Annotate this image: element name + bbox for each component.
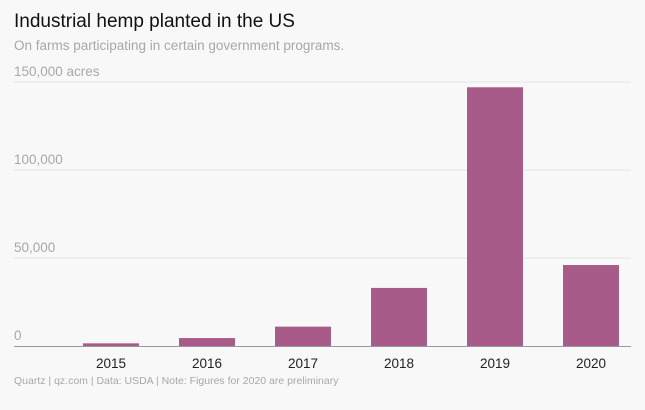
bar-2017	[275, 326, 331, 346]
bar-2015	[83, 343, 139, 346]
bar-2019	[467, 87, 523, 346]
x-tick-label: 2019	[480, 356, 510, 371]
bar-2020	[563, 265, 619, 346]
bar-2016	[179, 338, 235, 346]
chart-title: Industrial hemp planted in the US	[14, 11, 295, 32]
x-tick-label: 2020	[576, 356, 606, 371]
bar-2018	[371, 287, 427, 346]
y-tick-label: 150,000 acres	[14, 64, 100, 79]
x-axis-tick-labels: 2015 2016 2017 2018 2019 2020	[96, 356, 606, 371]
y-tick-label: 0	[14, 328, 22, 343]
x-tick-label: 2015	[96, 356, 126, 371]
x-tick-label: 2018	[384, 356, 414, 371]
x-tick-label: 2016	[192, 356, 222, 371]
bars	[83, 87, 619, 346]
y-tick-label: 50,000	[14, 240, 55, 255]
y-axis-tick-labels: 0 50,000 100,000 150,000 acres	[14, 64, 100, 343]
chart-subtitle: On farms participating in certain govern…	[14, 38, 345, 53]
y-tick-label: 100,000	[14, 152, 63, 167]
chart-source-note: Quartz | qz.com | Data: USDA | Note: Fig…	[14, 375, 339, 387]
gridlines	[14, 81, 631, 259]
x-tick-label: 2017	[288, 356, 318, 371]
